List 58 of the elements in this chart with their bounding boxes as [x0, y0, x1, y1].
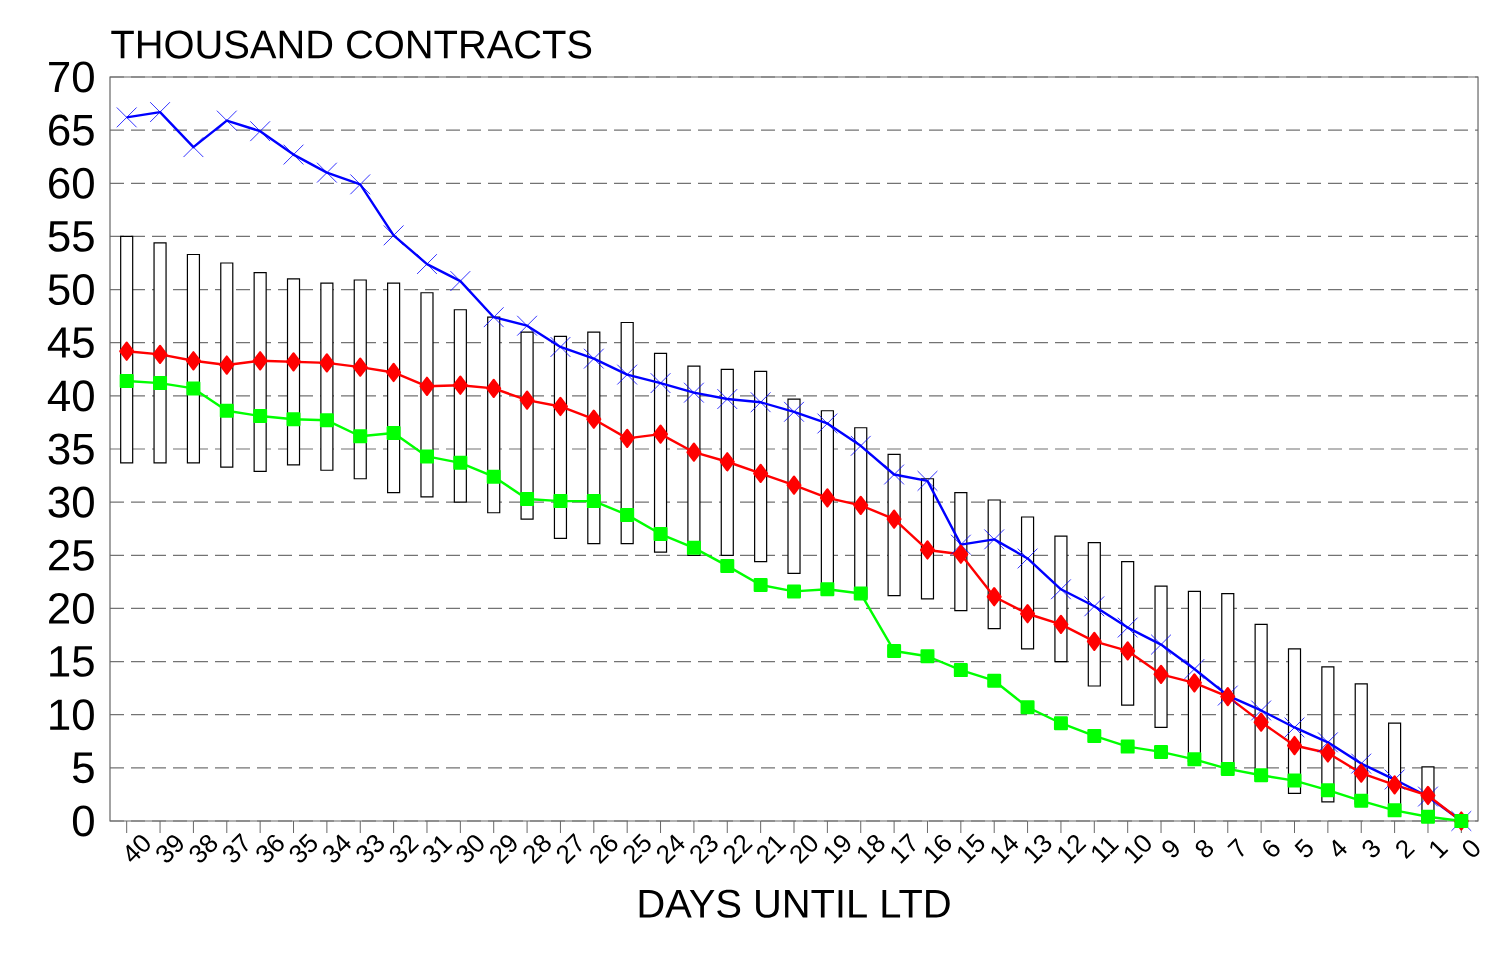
x-tick-label: 38	[189, 834, 218, 863]
x-tick-label: 3	[1362, 840, 1380, 858]
x-tick-label: 0	[1462, 840, 1480, 857]
y-tick-label: 10	[50, 699, 94, 731]
y-tick-label: 60	[49, 167, 94, 199]
x-tick-label: 32	[389, 834, 420, 863]
x-tick-label: 5	[1294, 838, 1313, 858]
x-tick-label: 6	[1263, 840, 1280, 857]
y-tick-label: 65	[49, 114, 94, 146]
x-tick-label: 30	[456, 835, 484, 863]
chart-title: THOUSAND CONTRACTS	[111, 30, 592, 59]
x-axis-title: DAYS UNTIL LTD	[639, 889, 950, 918]
x-tick-label: 16	[924, 834, 952, 864]
y-tick-label: 20	[49, 592, 94, 624]
x-tick-label: 36	[256, 834, 284, 863]
y-tick-label: 5	[72, 752, 94, 784]
x-tick-label: 12	[1058, 835, 1087, 864]
x-tick-label: 24	[657, 834, 685, 865]
x-tick-label: 34	[323, 834, 351, 863]
x-tick-label: 28	[523, 834, 551, 865]
x-tick-label: 1	[1430, 841, 1449, 859]
y-tick-label: 55	[48, 221, 94, 252]
x-tick-label: 18	[857, 834, 885, 864]
x-tick-label: 35	[289, 833, 317, 863]
x-tick-label: 39	[156, 835, 183, 863]
y-tick-label: 0	[72, 805, 94, 837]
x-tick-label: 31	[423, 836, 453, 863]
y-tick-label: 25	[49, 539, 94, 571]
x-tick-label: 19	[824, 835, 851, 864]
y-tick-label: 40	[47, 380, 94, 412]
x-tick-label: 21	[757, 836, 787, 865]
x-tick-label: 14	[991, 834, 1019, 864]
x-tick-label: 40	[126, 835, 150, 862]
x-tick-label: 11	[1092, 836, 1120, 863]
x-tick-label: 10	[1124, 835, 1151, 864]
x-tick-label: 27	[556, 833, 582, 865]
y-tick-label: 15	[50, 646, 94, 677]
x-tick-label: 33	[356, 834, 384, 863]
x-tick-label: 17	[891, 833, 916, 864]
x-tick-label: 26	[590, 834, 618, 865]
x-tick-label: 4	[1332, 839, 1347, 857]
x-tick-label: 23	[690, 834, 718, 865]
x-tick-label: 2	[1396, 840, 1416, 860]
x-tick-label: 37	[223, 833, 248, 863]
y-tick-label: 35	[48, 433, 94, 465]
x-tick-label: 15	[957, 833, 985, 864]
y-tick-label: 30	[48, 486, 94, 518]
x-tick-label: 29	[490, 835, 517, 865]
x-tick-label: 20	[790, 835, 818, 865]
x-tick-label: 25	[623, 833, 651, 865]
x-tick-label: 7	[1227, 838, 1244, 857]
x-tick-label: 9	[1162, 840, 1179, 858]
x-tick-label: 22	[723, 835, 753, 865]
x-tick-label: 8	[1195, 840, 1214, 858]
x-tick-label: 13	[1024, 834, 1052, 864]
y-tick-label: 45	[47, 327, 94, 359]
y-tick-label: 70	[49, 61, 94, 93]
y-tick-label: 50	[48, 274, 94, 306]
